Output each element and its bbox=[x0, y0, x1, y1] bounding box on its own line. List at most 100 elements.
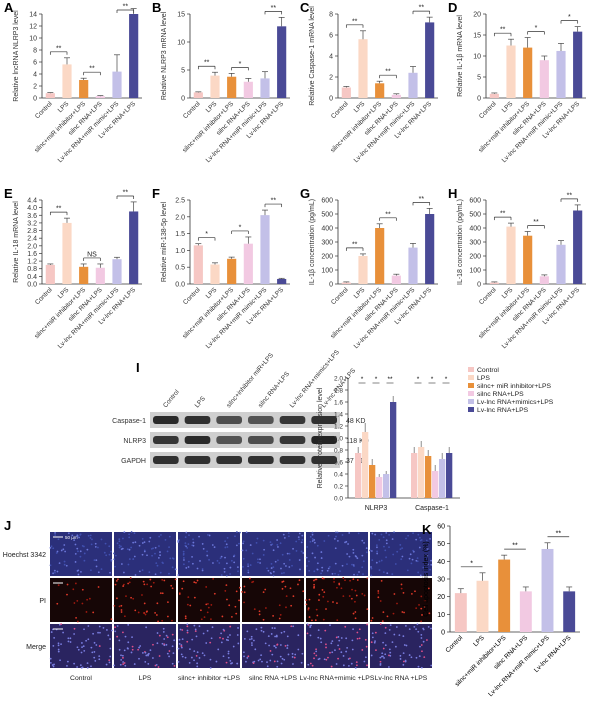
cell-dot bbox=[173, 665, 176, 667]
cell-dot bbox=[193, 650, 196, 653]
cell-dot bbox=[246, 657, 249, 659]
cell-dot bbox=[152, 547, 154, 550]
cell-dot bbox=[181, 655, 184, 658]
x-category-label: Caspase-1 bbox=[415, 505, 449, 512]
cell-dot bbox=[269, 650, 272, 652]
cell-dot bbox=[128, 581, 131, 584]
panel-d: D 0 5 10 15 20 Relative IL-1β mRNA level Contro… bbox=[448, 0, 586, 164]
cell-dot bbox=[83, 649, 86, 652]
cell-dot bbox=[346, 646, 349, 649]
cell-dot bbox=[118, 648, 121, 651]
y-tick-label: 100 bbox=[321, 268, 333, 275]
cell-dot bbox=[113, 664, 116, 667]
cell-dot bbox=[91, 538, 93, 541]
row-label: PI bbox=[39, 598, 46, 605]
panel-letter: B bbox=[152, 0, 161, 15]
bar bbox=[391, 275, 401, 284]
cell-dot bbox=[429, 568, 432, 571]
bar bbox=[523, 235, 533, 284]
cell-dot bbox=[168, 535, 171, 538]
cell-dot bbox=[67, 640, 70, 643]
cell-dot bbox=[76, 600, 79, 602]
sig-label: ** bbox=[56, 45, 62, 52]
cell-dot bbox=[289, 587, 292, 590]
cell-dot bbox=[297, 648, 300, 651]
x-category-label: NLRP3 bbox=[365, 505, 388, 512]
cell-dot bbox=[354, 589, 357, 592]
cell-dot bbox=[145, 654, 148, 657]
cell-dot bbox=[430, 563, 433, 566]
y-tick-label: 0 bbox=[329, 96, 333, 103]
cell-dot bbox=[322, 595, 325, 598]
cell-dot bbox=[143, 583, 146, 586]
cell-dot bbox=[100, 568, 103, 571]
cell-dot bbox=[338, 639, 341, 642]
cell-dot bbox=[283, 571, 285, 574]
cell-dot bbox=[313, 541, 316, 544]
cell-dot bbox=[205, 642, 208, 644]
cell-dot bbox=[415, 656, 418, 659]
cell-dot bbox=[381, 652, 384, 655]
cell-dot bbox=[324, 629, 327, 632]
cell-dot bbox=[348, 532, 351, 534]
cell-dot bbox=[206, 611, 209, 614]
panel-letter: D bbox=[448, 0, 457, 15]
cell-dot bbox=[247, 571, 250, 574]
cell-dot bbox=[400, 583, 403, 586]
cell-dot bbox=[201, 568, 204, 570]
x-tick-label: Control bbox=[478, 286, 498, 306]
panel-j: J Hoechst 3342 50 µm PI Merge Control LPS silnc… bbox=[3, 518, 433, 682]
cell-dot bbox=[415, 628, 418, 630]
sig-label: ** bbox=[89, 66, 95, 73]
cell-dot bbox=[167, 615, 169, 618]
cell-dot bbox=[95, 559, 98, 562]
cell-dot bbox=[280, 572, 283, 575]
y-tick-label: 4.4 bbox=[27, 198, 37, 205]
cell-dot bbox=[307, 608, 310, 611]
cell-dot bbox=[346, 553, 349, 555]
cell-dot bbox=[157, 666, 160, 668]
cell-dot bbox=[208, 558, 210, 561]
cell-dot bbox=[387, 666, 390, 668]
cell-dot bbox=[280, 631, 283, 634]
cell-dot bbox=[299, 568, 301, 571]
cell-dot bbox=[102, 626, 105, 629]
micrograph-tile bbox=[306, 578, 368, 622]
y-tick-label: 3.2 bbox=[27, 220, 37, 227]
cell-dot bbox=[276, 644, 278, 646]
cell-dot bbox=[223, 567, 226, 570]
sig-label: * bbox=[445, 376, 448, 383]
cell-dot bbox=[317, 629, 320, 632]
cell-dot bbox=[120, 611, 123, 613]
cell-dot bbox=[331, 640, 334, 642]
cell-dot bbox=[321, 566, 324, 569]
cell-dot bbox=[272, 570, 275, 573]
cell-dot bbox=[249, 564, 252, 566]
bar bbox=[45, 264, 55, 284]
y-axis-label: Cell apoptosis index (%) bbox=[423, 541, 430, 616]
cell-dot bbox=[187, 543, 190, 546]
cell-dot bbox=[158, 655, 161, 657]
cell-dot bbox=[198, 535, 200, 538]
y-tick-label: 6 bbox=[329, 33, 333, 40]
cell-dot bbox=[417, 571, 420, 574]
cell-dot bbox=[185, 567, 188, 569]
cell-dot bbox=[379, 623, 382, 625]
cell-dot bbox=[336, 619, 339, 622]
cell-dot bbox=[131, 636, 133, 639]
cell-dot bbox=[313, 585, 316, 588]
blot-band bbox=[184, 436, 211, 444]
legend-swatch bbox=[468, 399, 474, 404]
sig-label: * bbox=[431, 376, 434, 383]
cell-dot bbox=[273, 645, 276, 647]
bar bbox=[260, 215, 270, 284]
panel-letter: A bbox=[4, 0, 14, 15]
cell-dot bbox=[275, 646, 277, 649]
cell-dot bbox=[277, 546, 279, 548]
cell-dot bbox=[134, 609, 137, 612]
cell-dot bbox=[114, 630, 117, 633]
cell-dot bbox=[181, 638, 184, 641]
cell-dot bbox=[228, 604, 231, 607]
cell-dot bbox=[394, 645, 397, 648]
bar bbox=[62, 222, 72, 284]
